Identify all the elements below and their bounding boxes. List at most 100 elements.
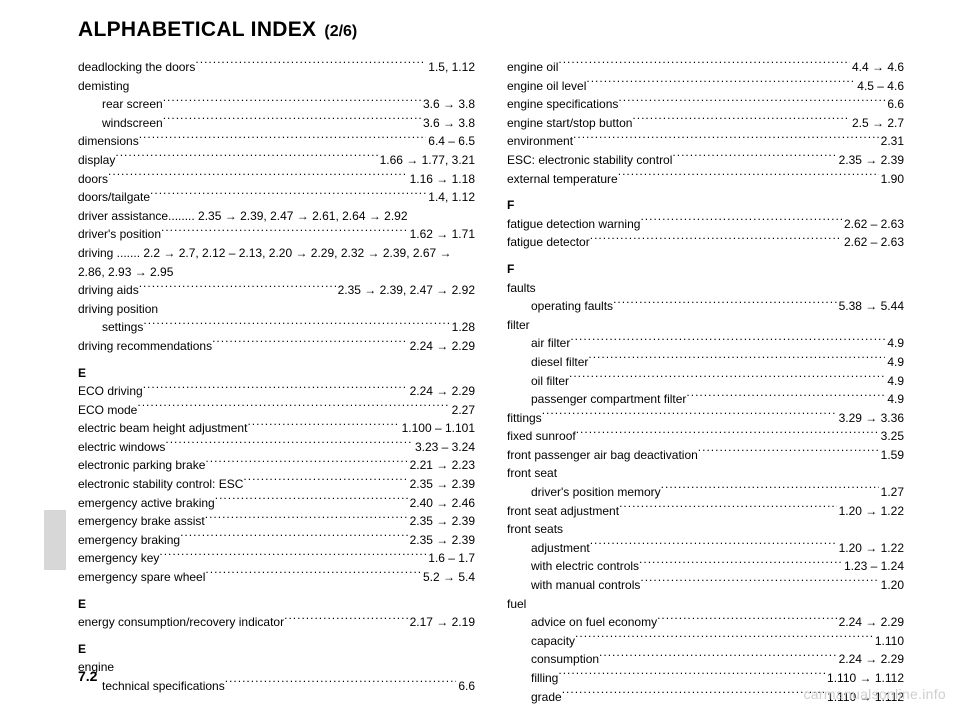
leader-dots	[215, 494, 408, 506]
index-entry-label: driving recommendations	[78, 337, 212, 356]
leader-dots	[542, 409, 837, 421]
index-entry-label: ECO mode	[78, 401, 137, 420]
leader-dots	[212, 337, 408, 349]
index-entry: ECO driving 2.24 → 2.29	[78, 382, 475, 401]
index-entry: passenger compartment filter 4.9	[507, 390, 904, 409]
index-entry-ref: 1.90	[879, 170, 904, 189]
index-entry: adjustment 1.20 → 1.22	[507, 539, 904, 558]
index-entry: emergency key 1.6 – 1.7	[78, 549, 475, 568]
index-heading: fuel	[507, 595, 904, 614]
leader-dots	[284, 613, 408, 625]
index-entry-label: emergency braking	[78, 531, 180, 550]
index-entry-label: windscreen	[102, 114, 163, 133]
index-entry-ref: 1.20 → 1.22	[837, 539, 904, 558]
index-entry: front passenger air bag deactivation 1.5…	[507, 446, 904, 465]
index-entry-ref: 2.35 → 2.39	[408, 531, 475, 550]
index-entry: energy consumption/recovery indicator 2.…	[78, 613, 475, 632]
index-entry: fatigue detector 2.62 – 2.63	[507, 233, 904, 252]
index-entry-label: capacity	[531, 632, 575, 651]
index-entry-label: energy consumption/recovery indicator	[78, 613, 284, 632]
index-entry-ref: 1.5, 1.12	[426, 58, 475, 77]
index-entry: deadlocking the doors 1.5, 1.12	[78, 58, 475, 77]
index-entry-ref: 1.110 → 1.112	[825, 669, 904, 688]
index-entry-ref: 3.25	[879, 427, 904, 446]
index-entry: emergency active braking 2.40 → 2.46	[78, 494, 475, 513]
index-entry-label: air filter	[531, 334, 570, 353]
index-entry-ref: 1.28	[450, 318, 475, 337]
index-entry-ref: 1.20 → 1.22	[837, 502, 904, 521]
index-entry-label: engine oil	[507, 58, 558, 77]
index-entry: technical specifications 6.6	[78, 677, 475, 696]
index-entry: fixed sunroof 3.25	[507, 427, 904, 446]
index-entry-ref: 4.9	[885, 353, 904, 372]
index-entry-ref: 4.9	[885, 390, 904, 409]
index-entry-multiline: driving ....... 2.2 → 2.7, 2.12 – 2.13, …	[78, 244, 475, 281]
leader-dots	[618, 95, 885, 107]
index-entry-label: fatigue detection warning	[507, 215, 640, 234]
page-part: (2/6)	[324, 23, 357, 41]
leader-dots	[139, 281, 336, 293]
index-entry: doors/tailgate 1.4, 1.12	[78, 188, 475, 207]
index-entry-ref: 2.21 → 2.23	[408, 456, 475, 475]
index-entry-label: grade	[531, 688, 562, 707]
index-entry-label: advice on fuel economy	[531, 613, 657, 632]
index-entry-label: ECO driving	[78, 382, 143, 401]
index-entry: driving aids 2.35 → 2.39, 2.47 → 2.92	[78, 281, 475, 300]
index-entry-label: deadlocking the doors	[78, 58, 195, 77]
leader-dots	[573, 132, 879, 144]
leader-dots	[143, 382, 408, 394]
leader-dots	[165, 438, 413, 450]
index-heading: front seat	[507, 464, 904, 483]
watermark: carmanualsonline.info	[804, 686, 947, 702]
index-entry-ref: 1.6 – 1.7	[426, 549, 475, 568]
index-entry-label: technical specifications	[102, 677, 225, 696]
index-entry-label: adjustment	[531, 539, 590, 558]
index-entry-label: environment	[507, 132, 573, 151]
page-title: ALPHABETICAL INDEX	[78, 18, 316, 42]
index-entry-ref: 6.6	[885, 95, 904, 114]
index-entry-ref: 1.62 → 1.71	[408, 225, 475, 244]
leader-dots	[613, 297, 837, 309]
leader-dots	[225, 677, 457, 689]
index-entry: fatigue detection warning 2.62 – 2.63	[507, 215, 904, 234]
leader-dots	[163, 114, 421, 126]
leader-dots	[180, 531, 408, 543]
index-entry-label: with electric controls	[531, 557, 639, 576]
index-entry: engine specifications 6.6	[507, 95, 904, 114]
leader-dots	[150, 188, 426, 200]
leader-dots	[640, 215, 842, 227]
index-entry-label: doors	[78, 170, 108, 189]
index-entry-ref: 2.62 – 2.63	[842, 233, 904, 252]
page-title-row: ALPHABETICAL INDEX (2/6)	[78, 18, 904, 42]
index-entry: emergency spare wheel 5.2 → 5.4	[78, 568, 475, 587]
leader-dots	[205, 512, 408, 524]
index-entry: doors 1.16 → 1.18	[78, 170, 475, 189]
index-entry-label: ESC: electronic stability control	[507, 151, 672, 170]
index-entry-label: emergency brake assist	[78, 512, 205, 531]
index-entry-ref: 1.100 – 1.101	[400, 419, 475, 438]
index-entry-label: fatigue detector	[507, 233, 590, 252]
index-entry-ref: 1.59	[879, 446, 904, 465]
index-entry: oil filter 4.9	[507, 372, 904, 391]
section-edge-tab	[44, 510, 66, 570]
leader-dots	[661, 483, 879, 495]
leader-dots	[632, 114, 850, 126]
leader-dots	[570, 334, 885, 346]
index-entry-label: passenger compartment filter	[531, 390, 686, 409]
index-entry-ref: 5.38 → 5.44	[837, 297, 904, 316]
index-entry-ref: 1.110	[873, 632, 904, 651]
index-entry-ref: 1.23 – 1.24	[842, 557, 904, 576]
index-entry-ref: 2.24 → 2.29	[837, 613, 904, 632]
leader-dots	[672, 151, 836, 163]
leader-dots	[698, 446, 879, 458]
leader-dots	[619, 502, 837, 514]
index-entry-ref: 2.24 → 2.29	[837, 650, 904, 669]
index-entry-label: electric beam height adjustment	[78, 419, 247, 438]
leader-dots	[115, 151, 377, 163]
index-entry: windscreen 3.6 → 3.8	[78, 114, 475, 133]
section-letter: E	[78, 364, 475, 383]
index-entry-label: external temperature	[507, 170, 618, 189]
index-entry: engine start/stop button 2.5 → 2.7	[507, 114, 904, 133]
index-entry-ref: 6.6	[456, 677, 475, 696]
leader-dots	[640, 576, 878, 588]
